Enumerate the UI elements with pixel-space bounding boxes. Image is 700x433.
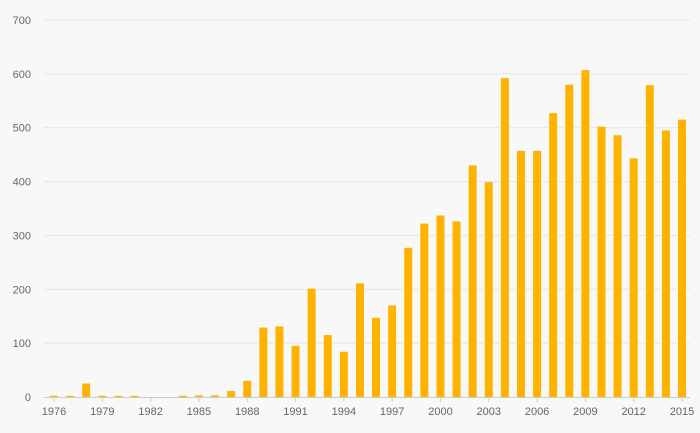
bar-2008 bbox=[565, 84, 574, 397]
y-tick-label: 700 bbox=[13, 15, 31, 27]
x-tick-label: 1985 bbox=[187, 406, 211, 418]
bar-2009 bbox=[581, 70, 590, 397]
x-tick-label: 2003 bbox=[477, 406, 501, 418]
bar-1995 bbox=[355, 283, 364, 397]
bar-1987 bbox=[227, 391, 236, 397]
bar-1979 bbox=[98, 395, 107, 397]
bar-2015 bbox=[678, 119, 686, 397]
x-tick-label: 1994 bbox=[332, 406, 356, 418]
bar-1977 bbox=[66, 395, 75, 397]
bar-1980 bbox=[114, 395, 123, 397]
bar-1989 bbox=[259, 327, 268, 397]
bar-1992 bbox=[307, 288, 316, 397]
x-tick-label: 1991 bbox=[283, 406, 307, 418]
bar-2006 bbox=[533, 150, 542, 397]
bar-2012 bbox=[629, 158, 638, 397]
bar-1984 bbox=[178, 395, 187, 397]
x-tick-label: 2006 bbox=[525, 406, 549, 418]
x-axis-tick-labels: 1976 1979 1982 1985 1988 1991 1994 1997 2000 2003… bbox=[42, 398, 694, 418]
bar-2007 bbox=[549, 113, 558, 398]
bar-2011 bbox=[613, 135, 622, 398]
bar-2001 bbox=[452, 221, 461, 397]
x-tick-label: 2009 bbox=[573, 406, 597, 418]
bar-1998 bbox=[404, 247, 413, 397]
bar-1997 bbox=[388, 305, 397, 397]
x-tick-label: 2012 bbox=[621, 406, 645, 418]
gridlines bbox=[44, 19, 690, 344]
y-axis-tick-labels: 0 100 200 300 400 500 600 700 bbox=[13, 15, 31, 404]
bar-2004 bbox=[500, 78, 509, 397]
bar-1988 bbox=[243, 380, 252, 397]
x-tick-label: 1982 bbox=[138, 406, 162, 418]
bar-1986 bbox=[211, 395, 220, 397]
bar-1976 bbox=[50, 395, 58, 397]
x-tick-label: 1997 bbox=[380, 406, 404, 418]
x-tick-label: 2015 bbox=[670, 406, 694, 418]
y-tick-label: 500 bbox=[13, 123, 31, 135]
x-tick-label: 1976 bbox=[42, 406, 66, 418]
bar-1991 bbox=[291, 345, 300, 397]
bar-1999 bbox=[420, 223, 429, 397]
bar-1993 bbox=[323, 335, 332, 397]
bar-2003 bbox=[484, 182, 493, 397]
y-tick-label: 300 bbox=[13, 230, 31, 242]
bar-2005 bbox=[516, 150, 525, 397]
bar-1996 bbox=[372, 317, 381, 397]
bar-2000 bbox=[436, 215, 445, 397]
x-tick-label: 2000 bbox=[428, 406, 452, 418]
bar-2013 bbox=[645, 85, 654, 397]
y-tick-label: 600 bbox=[13, 69, 31, 81]
y-tick-label: 100 bbox=[13, 338, 31, 350]
bar-1990 bbox=[275, 326, 284, 397]
y-tick-label: 200 bbox=[13, 284, 31, 296]
bar-1981 bbox=[130, 395, 139, 397]
x-tick-label: 1979 bbox=[90, 406, 114, 418]
bar-2014 bbox=[661, 130, 670, 397]
y-tick-label: 400 bbox=[13, 177, 31, 189]
y-tick-label: 0 bbox=[25, 392, 31, 404]
x-tick-label: 1988 bbox=[235, 406, 259, 418]
bar-1994 bbox=[339, 351, 348, 397]
bar-1978 bbox=[82, 383, 91, 397]
bars bbox=[50, 70, 686, 398]
bar-2010 bbox=[597, 126, 606, 397]
bar-2002 bbox=[468, 165, 477, 397]
bar-1985 bbox=[194, 395, 203, 397]
